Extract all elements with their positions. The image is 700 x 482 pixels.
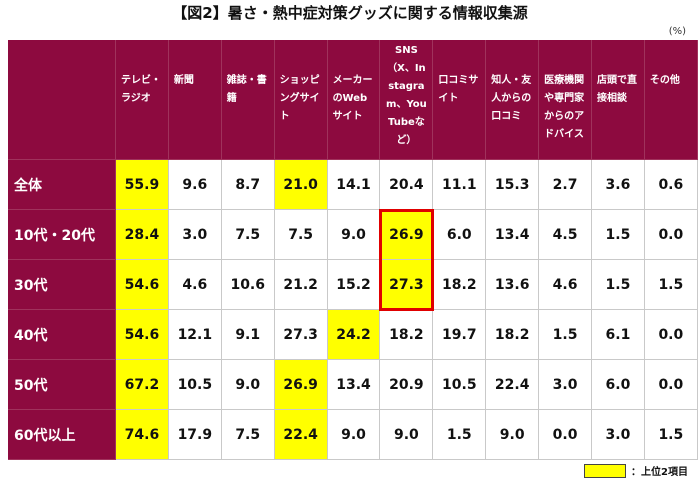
table-cell: 1.5 (539, 310, 593, 360)
table-cell: 22.4 (274, 410, 328, 460)
table-cell: 13.4 (486, 210, 540, 260)
table-cell: 54.6 (116, 260, 169, 310)
row-header: 30代 (8, 260, 116, 310)
table-cell: 3.6 (592, 160, 645, 210)
table-cell: 0.6 (644, 160, 698, 210)
table-cell: 28.4 (116, 210, 169, 260)
table-cell: 18.2 (486, 310, 540, 360)
table-cell: 10.5 (433, 360, 487, 410)
table-cell: 13.4 (327, 360, 381, 410)
table-cell: 4.6 (539, 260, 593, 310)
column-header: ショッピングサイト (274, 40, 328, 160)
table-cell: 7.5 (221, 410, 275, 460)
table-cell: 18.2 (433, 260, 487, 310)
table-cell: 9.6 (168, 160, 222, 210)
column-header: その他 (644, 40, 698, 160)
table-cell: 4.6 (168, 260, 222, 310)
table-cell: 0.0 (539, 410, 593, 460)
table-cell: 0.0 (644, 210, 698, 260)
column-header: 店頭で直接相談 (592, 40, 645, 160)
table-cell: 27.3 (274, 310, 328, 360)
table-cell: 13.6 (486, 260, 540, 310)
table-cell: 4.5 (539, 210, 593, 260)
table-cell: 8.7 (221, 160, 275, 210)
table-cell: 15.3 (486, 160, 540, 210)
table-cell: 1.5 (433, 410, 487, 460)
table-cell: 1.5 (592, 210, 645, 260)
table-cell: 9.0 (486, 410, 540, 460)
table-cell: 21.2 (274, 260, 328, 310)
table-cell: 27.3 (380, 260, 434, 310)
legend-swatch (584, 463, 627, 478)
table-cell: 10.6 (221, 260, 275, 310)
column-header: 口コミサイト (433, 40, 487, 160)
column-header: メーカーのWebサイト (327, 40, 381, 160)
column-header: 医療機関や専門家からのアドバイス (539, 40, 593, 160)
table-cell: 9.0 (380, 410, 434, 460)
table-cell: 24.2 (327, 310, 381, 360)
table-cell: 19.7 (433, 310, 487, 360)
column-header: 新聞 (168, 40, 222, 160)
row-header: 全体 (8, 160, 116, 210)
table-cell: 21.0 (274, 160, 328, 210)
table-cell: 1.5 (592, 260, 645, 310)
table-cell: 0.0 (644, 310, 698, 360)
table-cell: 3.0 (539, 360, 593, 410)
table-cell: 17.9 (168, 410, 222, 460)
table-cell: 7.5 (221, 210, 275, 260)
table-cell: 3.0 (592, 410, 645, 460)
table-cell: 55.9 (116, 160, 169, 210)
table-cell: 0.0 (644, 360, 698, 410)
table-cell: 12.1 (168, 310, 222, 360)
table-corner (8, 40, 116, 160)
row-header: 60代以上 (8, 410, 116, 460)
column-header: SNS（X、Instagram、YouTubeなど） (380, 40, 434, 160)
table-cell: 26.9 (274, 360, 328, 410)
table-cell: 9.0 (327, 210, 381, 260)
table-cell: 3.0 (168, 210, 222, 260)
table-cell: 11.1 (433, 160, 487, 210)
page-title: 【図2】暑さ・熱中症対策グッズに関する情報収集源 (172, 4, 528, 22)
column-header: テレビ・ラジオ (116, 40, 169, 160)
table-cell: 9.0 (221, 360, 275, 410)
table-cell: 2.7 (539, 160, 593, 210)
row-header: 10代・20代 (8, 210, 116, 260)
table-cell: 18.2 (380, 310, 434, 360)
legend: ：上位2項目 (584, 463, 688, 478)
table-cell: 1.5 (644, 410, 698, 460)
table-cell: 54.6 (116, 310, 169, 360)
table-cell: 6.1 (592, 310, 645, 360)
table-cell: 74.6 (116, 410, 169, 460)
table-cell: 10.5 (168, 360, 222, 410)
table-cell: 22.4 (486, 360, 540, 410)
column-header: 知人・友人からの口コミ (486, 40, 540, 160)
table-cell: 6.0 (433, 210, 487, 260)
table-cell: 1.5 (644, 260, 698, 310)
column-header: 雑誌・書籍 (221, 40, 275, 160)
table-cell: 15.2 (327, 260, 381, 310)
table-cell: 20.9 (380, 360, 434, 410)
table-cell: 7.5 (274, 210, 328, 260)
table-cell: 20.4 (380, 160, 434, 210)
table-cell: 67.2 (116, 360, 169, 410)
row-header: 40代 (8, 310, 116, 360)
unit-label: (%) (668, 26, 686, 37)
table-cell: 6.0 (592, 360, 645, 410)
table-cell: 9.1 (221, 310, 275, 360)
table-cell: 26.9 (380, 210, 434, 260)
row-header: 50代 (8, 360, 116, 410)
legend-label: ：上位2項目 (631, 467, 688, 478)
table-cell: 14.1 (327, 160, 381, 210)
table-cell: 9.0 (327, 410, 381, 460)
data-table: テレビ・ラジオ 新聞 雑誌・書籍 ショッピングサイト メーカーのWebサイト SNS（X、… (8, 40, 698, 460)
